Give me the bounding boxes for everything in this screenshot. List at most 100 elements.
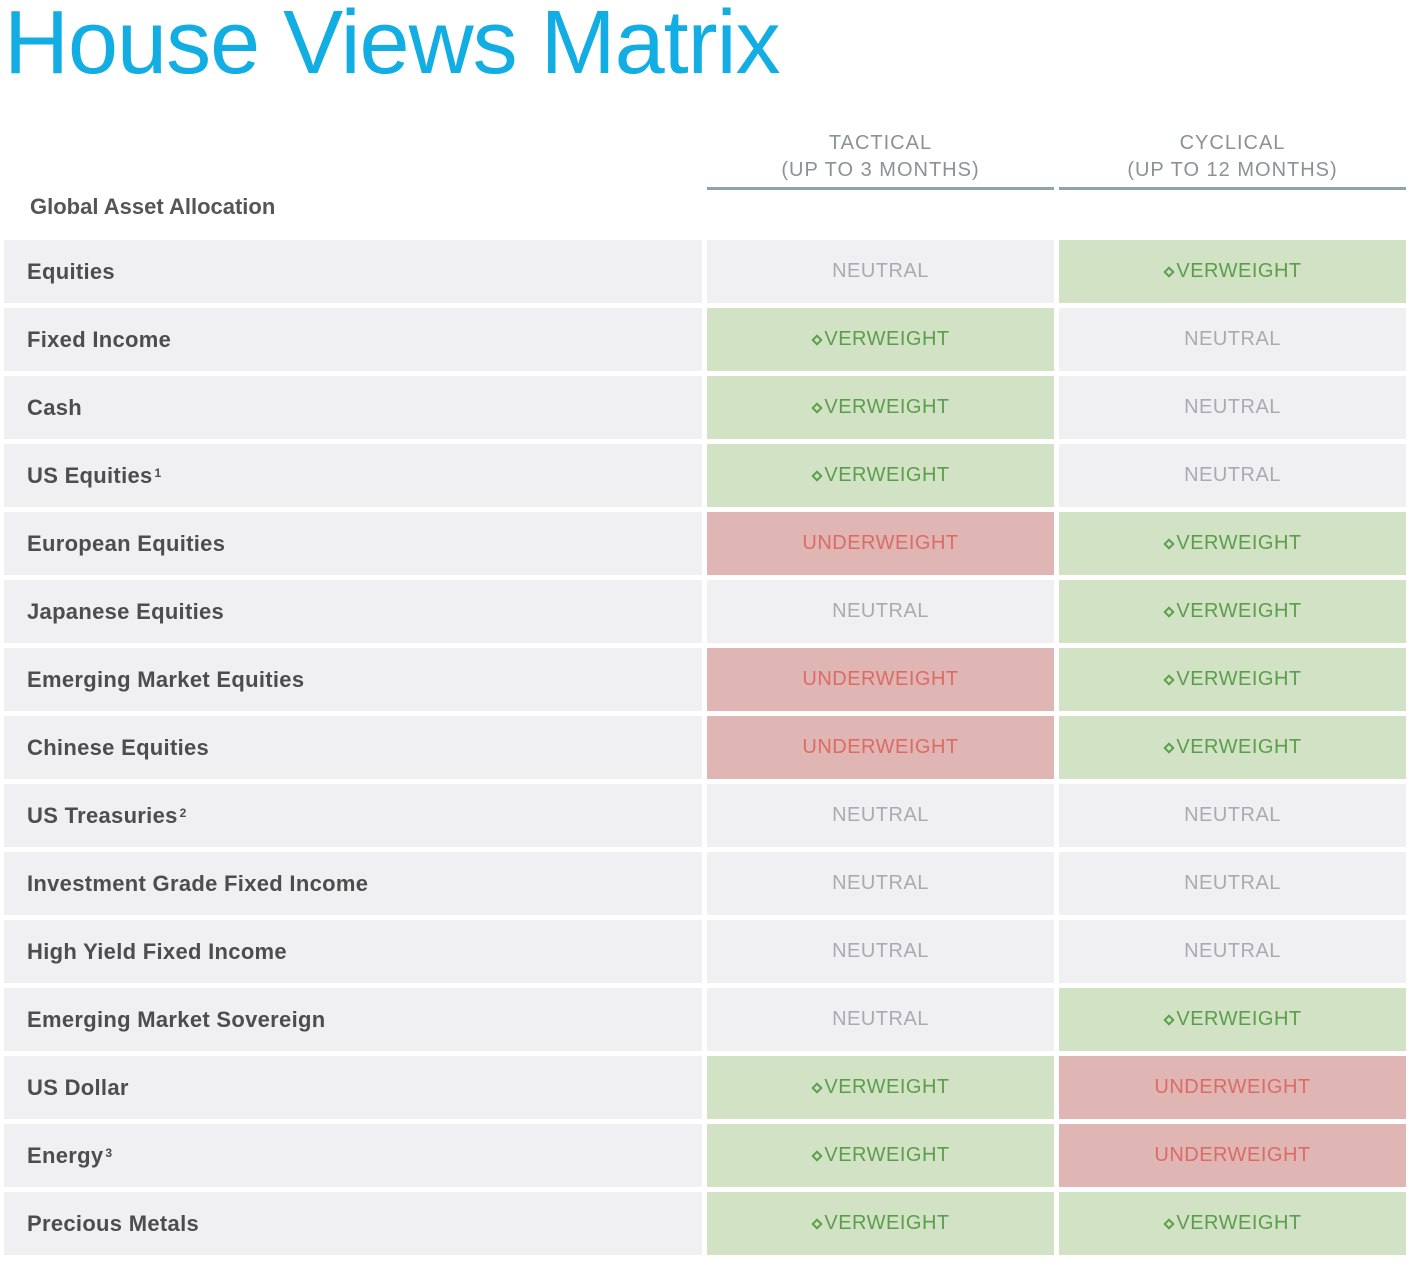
asset-label: Emerging Market Sovereign xyxy=(4,988,702,1051)
diamond-icon xyxy=(811,469,824,482)
tactical-view-text: NEUTRAL xyxy=(832,804,929,826)
diamond-icon xyxy=(1163,1217,1176,1230)
tactical-view-text: NEUTRAL xyxy=(832,260,929,282)
footnote-marker: 1 xyxy=(154,465,162,480)
asset-name: Chinese Equities xyxy=(27,734,210,760)
cyclical-view-text: UNDERWEIGHT xyxy=(1154,1144,1311,1166)
diamond-icon xyxy=(811,1217,824,1230)
matrix-row: Energy 3 VERWEIGHT UNDERWEIGHT xyxy=(0,1124,1410,1187)
asset-name: Energy xyxy=(27,1142,104,1168)
cyclical-view-text: NEUTRAL xyxy=(1184,328,1281,350)
asset-label: Chinese Equities xyxy=(4,716,702,779)
matrix-row: US Treasuries 2 NEUTRAL NEUTRAL xyxy=(0,784,1410,847)
tactical-view-cell: UNDERWEIGHT xyxy=(707,716,1054,779)
cyclical-view-cell: NEUTRAL xyxy=(1059,784,1406,847)
cyclical-view-cell: VERWEIGHT xyxy=(1059,1192,1406,1255)
tactical-view-text: NEUTRAL xyxy=(832,600,929,622)
asset-label: US Treasuries 2 xyxy=(4,784,702,847)
tactical-view-text: NEUTRAL xyxy=(832,872,929,894)
asset-name: Cash xyxy=(27,394,82,420)
diamond-icon xyxy=(1163,265,1176,278)
tactical-view-cell: UNDERWEIGHT xyxy=(707,648,1054,711)
diamond-icon xyxy=(811,1081,824,1094)
tactical-view-text: UNDERWEIGHT xyxy=(802,736,959,758)
asset-label: Cash xyxy=(4,376,702,439)
matrix-row: Investment Grade Fixed Income NEUTRAL NEUT… xyxy=(0,852,1410,915)
tactical-view-text: VERWEIGHT xyxy=(824,328,950,350)
cyclical-view-cell: NEUTRAL xyxy=(1059,308,1406,371)
matrix-row: High Yield Fixed Income NEUTRAL NEUTRAL xyxy=(0,920,1410,983)
cyclical-view-cell: NEUTRAL xyxy=(1059,444,1406,507)
diamond-icon xyxy=(1163,741,1176,754)
asset-name: US Dollar xyxy=(27,1074,129,1100)
tactical-view-cell: VERWEIGHT xyxy=(707,376,1054,439)
asset-name: Investment Grade Fixed Income xyxy=(27,870,369,896)
asset-name: Emerging Market Equities xyxy=(27,666,305,692)
asset-label: Fixed Income xyxy=(4,308,702,371)
column-header-tactical-line1: TACTICAL xyxy=(828,132,933,154)
asset-label: Equities xyxy=(4,240,702,303)
cyclical-view-cell: UNDERWEIGHT xyxy=(1059,1124,1406,1187)
cyclical-view-cell: VERWEIGHT xyxy=(1059,988,1406,1051)
asset-name: European Equities xyxy=(27,530,226,556)
cyclical-view-cell: VERWEIGHT xyxy=(1059,716,1406,779)
cyclical-view-text: NEUTRAL xyxy=(1184,396,1281,418)
cyclical-view-cell: VERWEIGHT xyxy=(1059,580,1406,643)
cyclical-view-text: VERWEIGHT xyxy=(1176,736,1302,758)
matrix-row: Fixed Income VERWEIGHT NEUTRAL xyxy=(0,308,1410,371)
cyclical-view-cell: VERWEIGHT xyxy=(1059,648,1406,711)
asset-label: High Yield Fixed Income xyxy=(4,920,702,983)
tactical-view-cell: NEUTRAL xyxy=(707,852,1054,915)
matrix-row: Japanese Equities NEUTRAL VERWEIGHT xyxy=(0,580,1410,643)
matrix-row: European Equities UNDERWEIGHT VERWEIGHT xyxy=(0,512,1410,575)
tactical-view-cell: VERWEIGHT xyxy=(707,1124,1054,1187)
tactical-view-cell: NEUTRAL xyxy=(707,784,1054,847)
cyclical-view-cell: NEUTRAL xyxy=(1059,376,1406,439)
cyclical-view-cell: VERWEIGHT xyxy=(1059,240,1406,303)
section-label: Global Asset Allocation xyxy=(30,194,276,219)
tactical-view-cell: VERWEIGHT xyxy=(707,444,1054,507)
asset-name: Japanese Equities xyxy=(27,598,225,624)
matrix-row: US Dollar VERWEIGHT UNDERWEIGHT xyxy=(0,1056,1410,1119)
tactical-view-cell: NEUTRAL xyxy=(707,240,1054,303)
tactical-view-text: VERWEIGHT xyxy=(824,464,950,486)
column-header-cyclical: CYCLICAL (UP TO 12 MONTHS) xyxy=(1059,130,1406,190)
tactical-view-text: VERWEIGHT xyxy=(824,396,950,418)
tactical-view-text: VERWEIGHT xyxy=(824,1212,950,1234)
column-header-tactical: TACTICAL (UP TO 3 MONTHS) xyxy=(707,130,1054,190)
matrix-row: Emerging Market Sovereign NEUTRAL VERWEIGH… xyxy=(0,988,1410,1051)
asset-name: Precious Metals xyxy=(27,1210,200,1236)
cyclical-view-text: NEUTRAL xyxy=(1184,940,1281,962)
cyclical-view-cell: NEUTRAL xyxy=(1059,852,1406,915)
asset-label: Investment Grade Fixed Income xyxy=(4,852,702,915)
diamond-icon xyxy=(1163,537,1176,550)
cyclical-view-text: VERWEIGHT xyxy=(1176,532,1302,554)
cyclical-view-cell: UNDERWEIGHT xyxy=(1059,1056,1406,1119)
diamond-icon xyxy=(811,333,824,346)
asset-label: Precious Metals xyxy=(4,1192,702,1255)
diamond-icon xyxy=(1163,673,1176,686)
asset-name: High Yield Fixed Income xyxy=(27,938,287,964)
asset-label: US Equities 1 xyxy=(4,444,702,507)
cyclical-view-text: UNDERWEIGHT xyxy=(1154,1076,1311,1098)
column-header-cyclical-line2: (UP TO 12 MONTHS) xyxy=(1127,159,1338,181)
asset-label: US Dollar xyxy=(4,1056,702,1119)
tactical-view-cell: NEUTRAL xyxy=(707,580,1054,643)
diamond-icon xyxy=(1163,605,1176,618)
footnote-marker: 3 xyxy=(105,1145,113,1160)
cyclical-view-text: VERWEIGHT xyxy=(1176,1212,1302,1234)
matrix-row: US Equities 1 VERWEIGHT NEUTRAL xyxy=(0,444,1410,507)
asset-name: Fixed Income xyxy=(27,326,172,352)
tactical-view-cell: VERWEIGHT xyxy=(707,1192,1054,1255)
cyclical-view-text: VERWEIGHT xyxy=(1176,600,1302,622)
tactical-view-cell: VERWEIGHT xyxy=(707,1056,1054,1119)
cyclical-view-text: VERWEIGHT xyxy=(1176,668,1302,690)
cyclical-view-text: NEUTRAL xyxy=(1184,804,1281,826)
tactical-view-cell: VERWEIGHT xyxy=(707,308,1054,371)
asset-name: US Equities xyxy=(27,462,153,488)
matrix-row: Equities NEUTRAL VERWEIGHT xyxy=(0,240,1410,303)
tactical-view-text: UNDERWEIGHT xyxy=(802,668,959,690)
diamond-icon xyxy=(1163,1013,1176,1026)
tactical-view-cell: NEUTRAL xyxy=(707,920,1054,983)
tactical-view-text: NEUTRAL xyxy=(832,940,929,962)
